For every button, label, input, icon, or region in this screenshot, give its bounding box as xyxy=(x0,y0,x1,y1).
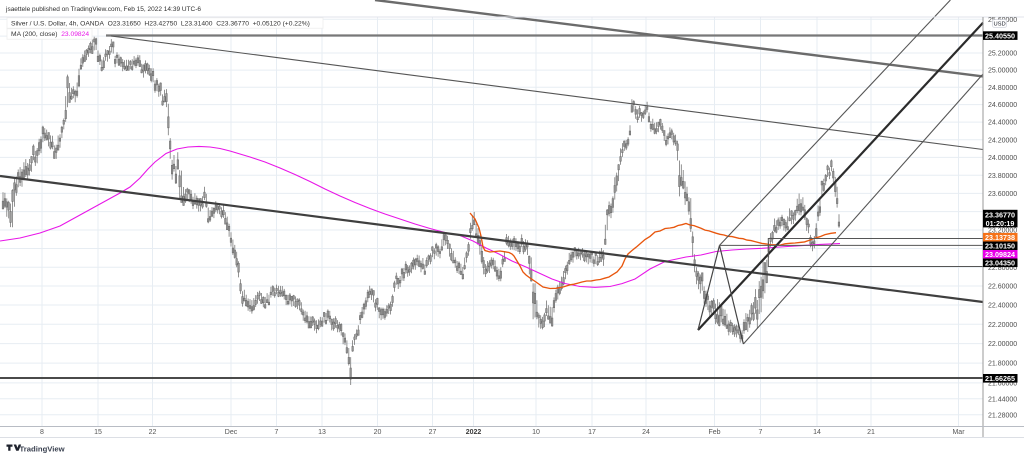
svg-text:22.80000: 22.80000 xyxy=(988,265,1017,272)
svg-text:24.00000: 24.00000 xyxy=(988,155,1017,162)
svg-text:MA (200, close) 23.09824: MA (200, close) 23.09824 xyxy=(11,31,89,38)
svg-text:USD: USD xyxy=(993,22,1005,28)
svg-text:23.10150: 23.10150 xyxy=(985,242,1015,251)
svg-text:jsaettele published on Trading: jsaettele published on TradingView.com, … xyxy=(5,6,201,13)
svg-text:24: 24 xyxy=(642,429,650,436)
svg-text:2022: 2022 xyxy=(466,429,482,436)
svg-text:25.00000: 25.00000 xyxy=(988,68,1017,75)
svg-text:24.80000: 24.80000 xyxy=(988,85,1017,92)
svg-text:23.60000: 23.60000 xyxy=(988,191,1017,198)
svg-text:22.40000: 22.40000 xyxy=(988,303,1017,310)
svg-text:23.36770: 23.36770 xyxy=(985,210,1015,219)
svg-text:27: 27 xyxy=(429,429,437,436)
svg-text:Dec: Dec xyxy=(225,429,238,436)
svg-text:22: 22 xyxy=(149,429,157,436)
svg-text:21.28000: 21.28000 xyxy=(988,412,1017,419)
svg-text:21.66265: 21.66265 xyxy=(985,374,1015,383)
svg-text:8: 8 xyxy=(40,429,44,436)
svg-text:21.60000: 21.60000 xyxy=(988,381,1017,388)
svg-text:24.40000: 24.40000 xyxy=(988,120,1017,127)
svg-text:23.04350: 23.04350 xyxy=(985,259,1015,268)
svg-text:17: 17 xyxy=(588,429,596,436)
svg-text:TradingView: TradingView xyxy=(20,444,65,453)
svg-text:7: 7 xyxy=(759,429,763,436)
svg-text:7: 7 xyxy=(275,429,279,436)
svg-text:22.60000: 22.60000 xyxy=(988,284,1017,291)
svg-text:23.13738: 23.13738 xyxy=(985,233,1015,242)
svg-text:23.20000: 23.20000 xyxy=(988,228,1017,235)
svg-text:23.80000: 23.80000 xyxy=(988,173,1017,180)
svg-text:25.20000: 25.20000 xyxy=(988,51,1017,58)
svg-text:21.44000: 21.44000 xyxy=(988,396,1017,403)
svg-text:24.60000: 24.60000 xyxy=(988,102,1017,109)
svg-text:21.80000: 21.80000 xyxy=(988,361,1017,368)
svg-text:13: 13 xyxy=(318,429,326,436)
svg-text:24.20000: 24.20000 xyxy=(988,137,1017,144)
svg-text:22.20000: 22.20000 xyxy=(988,322,1017,329)
svg-text:10: 10 xyxy=(532,429,540,436)
svg-text:15: 15 xyxy=(94,429,102,436)
svg-text:23.09824: 23.09824 xyxy=(985,250,1015,259)
svg-text:14: 14 xyxy=(813,429,821,436)
svg-text:Feb: Feb xyxy=(708,429,720,436)
svg-text:Mar: Mar xyxy=(952,429,965,436)
svg-text:25.40550: 25.40550 xyxy=(985,32,1015,41)
svg-text:21: 21 xyxy=(867,429,875,436)
svg-text:Silver / U.S. Dollar, 4h, OAND: Silver / U.S. Dollar, 4h, OANDA O23.3165… xyxy=(11,20,310,27)
svg-text:22.00000: 22.00000 xyxy=(988,341,1017,348)
svg-text:01:20:19: 01:20:19 xyxy=(986,219,1015,228)
svg-text:20: 20 xyxy=(374,429,382,436)
